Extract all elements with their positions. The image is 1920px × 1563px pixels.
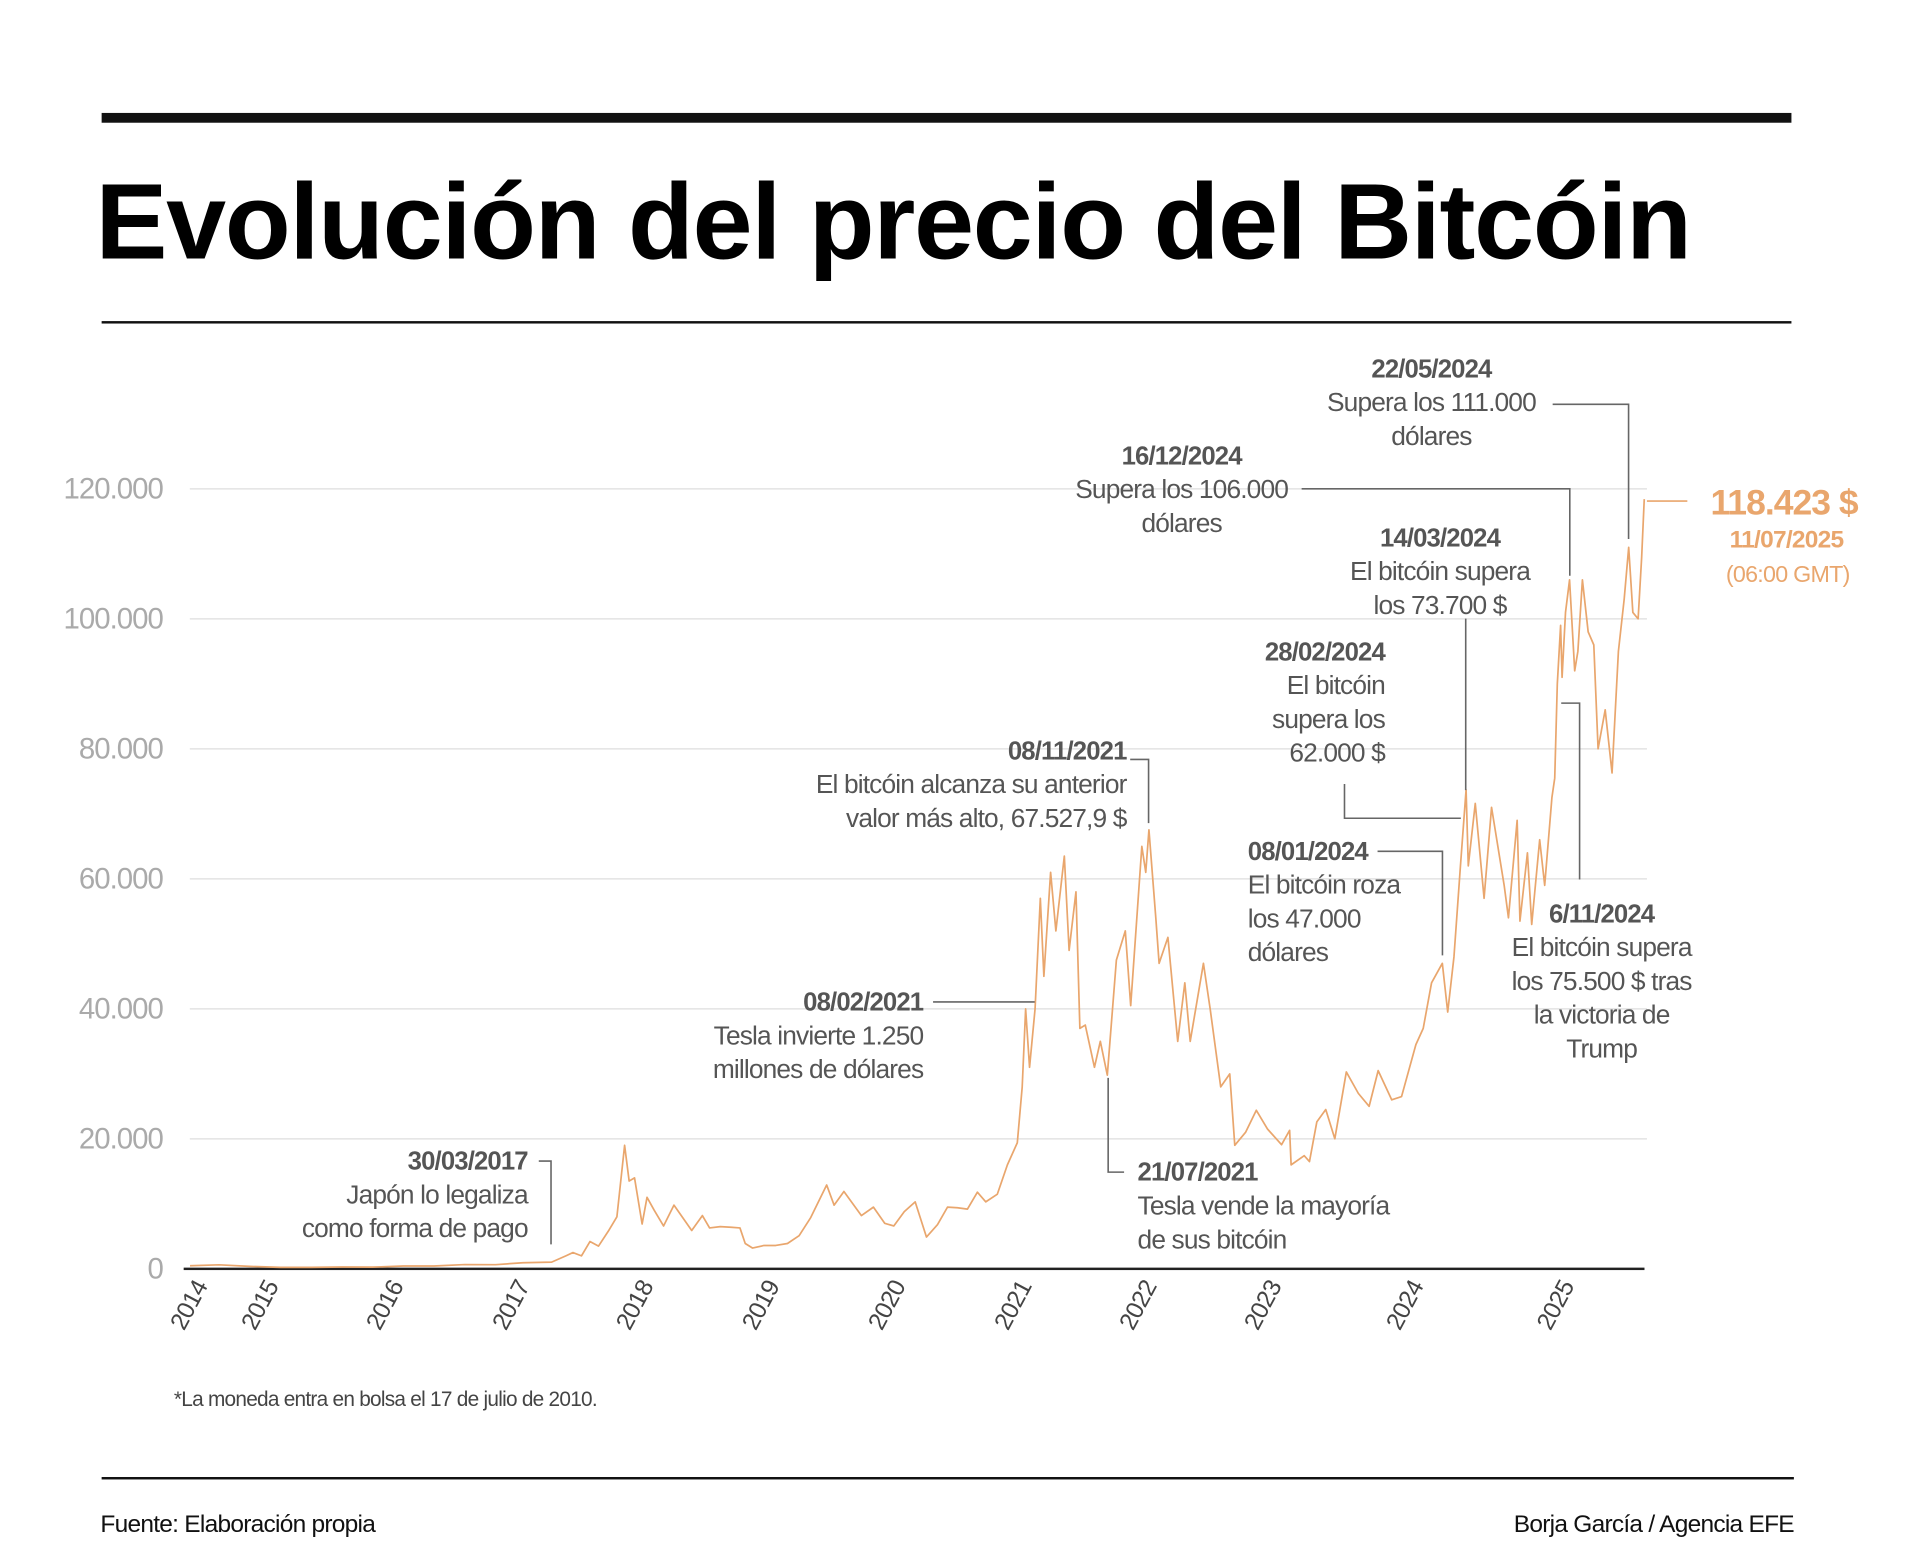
y-tick-label: 80.000 xyxy=(79,733,164,766)
y-tick-label: 60.000 xyxy=(79,863,164,896)
x-tick-label: 2024 xyxy=(1381,1276,1429,1334)
annotation-date: 28/02/2024 xyxy=(1265,638,1387,666)
credit-text: Borja García / Agencia EFE xyxy=(1514,1511,1795,1538)
annotation: 21/07/2021 Tesla vende la mayoría de sus b… xyxy=(1107,1077,1391,1254)
y-tick-label: 120.000 xyxy=(64,473,164,506)
annotation-text: Tesla vende la mayoría xyxy=(1138,1190,1391,1220)
x-tick-label: 2020 xyxy=(863,1276,911,1334)
annotation: 28/02/2024 El bitcóin supera los 62.000 $ xyxy=(1265,638,1461,820)
annotation-date: 08/01/2024 xyxy=(1248,838,1370,866)
last-price-value: 118.423 $ xyxy=(1711,483,1859,523)
annotation-text: dólares xyxy=(1248,937,1329,967)
annotation-text: los 75.500 $ tras xyxy=(1512,966,1693,996)
annotation: 14/03/2024 El bitcóin supera los 73.700 $ xyxy=(1350,524,1532,791)
annotation: 08/02/2021 Tesla invierte 1.250 millones d… xyxy=(713,988,1035,1084)
annotation-text: la victoria de xyxy=(1534,1000,1670,1030)
annotation-text: Tesla invierte 1.250 xyxy=(714,1020,924,1050)
annotation-connector xyxy=(538,1160,552,1245)
annotation: 08/11/2021 El bitcóin alcanza su anterior… xyxy=(816,737,1150,833)
source-text: Fuente: Elaboración propia xyxy=(100,1511,376,1538)
annotation-connector xyxy=(1343,783,1461,820)
annotation-date: 22/05/2024 xyxy=(1371,355,1493,383)
annotation-connector xyxy=(1561,702,1581,880)
annotations: 30/03/2017 Japón lo legaliza como forma de… xyxy=(302,355,1694,1254)
title-rule xyxy=(101,321,1792,324)
annotation-text: valor más alto, 67.527,9 $ xyxy=(846,803,1128,833)
x-tick-label: 2022 xyxy=(1114,1276,1162,1334)
annotation-connector xyxy=(1107,1077,1125,1173)
x-tick-label: 2018 xyxy=(611,1276,659,1334)
footer-rule xyxy=(101,1477,1794,1480)
y-tick-label: 20.000 xyxy=(79,1123,164,1156)
annotation-text: dólares xyxy=(1391,421,1472,451)
gridlines xyxy=(189,488,1647,1140)
annotation-text: los 73.700 $ xyxy=(1373,590,1507,620)
annotation-date: 08/02/2021 xyxy=(803,988,924,1016)
annotation-text: de sus bitcóin xyxy=(1138,1224,1287,1254)
x-axis-line xyxy=(183,1267,1645,1271)
annotation: 6/11/2024 El bitcóin supera los 75.500 $ t… xyxy=(1512,702,1694,1064)
annotation-connector xyxy=(1552,403,1630,540)
annotation-date: 14/03/2024 xyxy=(1380,524,1502,552)
x-tick-label: 2014 xyxy=(165,1276,213,1334)
annotation-date: 08/11/2021 xyxy=(1008,737,1127,765)
annotation-text: El bitcóin roza xyxy=(1248,870,1402,900)
annotation-date: 16/12/2024 xyxy=(1122,442,1244,470)
last-price-time: (06:00 GMT) xyxy=(1726,561,1850,587)
last-price-date: 11/07/2025 xyxy=(1730,527,1844,554)
x-tick-label: 2021 xyxy=(990,1276,1038,1334)
annotation-text: como forma de pago xyxy=(302,1213,528,1243)
annotation-text: 62.000 $ xyxy=(1289,738,1386,768)
y-tick-label: 40.000 xyxy=(79,993,164,1026)
annotation-text: Supera los 106.000 xyxy=(1075,474,1288,504)
x-tick-label: 2019 xyxy=(737,1276,785,1334)
annotation-date: 30/03/2017 xyxy=(408,1148,529,1176)
annotation-text: dólares xyxy=(1141,508,1222,538)
x-tick-label: 2025 xyxy=(1532,1276,1580,1334)
last-price-callout: 118.423 $ 11/07/2025 (06:00 GMT) xyxy=(1646,483,1860,587)
y-axis-ticks: 0 20.000 40.000 60.000 80.000 100.000 120.000 xyxy=(64,473,165,1286)
price-series-line xyxy=(190,499,1646,1269)
annotation-connector xyxy=(1301,488,1571,576)
annotation-date: 21/07/2021 xyxy=(1138,1159,1259,1187)
annotation-date: 6/11/2024 xyxy=(1549,900,1656,928)
x-tick-label: 2017 xyxy=(487,1276,535,1334)
annotation: 30/03/2017 Japón lo legaliza como forma de… xyxy=(302,1148,552,1245)
footnote: *La moneda entra en bolsa el 17 de julio… xyxy=(174,1388,597,1411)
x-axis-ticks: 2014 2015 2016 2017 2018 2019 2020 2021 2022 2023… xyxy=(165,1276,1580,1334)
annotation-text: millones de dólares xyxy=(713,1054,924,1084)
annotation-connector xyxy=(1130,758,1150,824)
annotation-text: El bitcóin supera xyxy=(1512,932,1693,962)
y-tick-label: 0 xyxy=(147,1253,163,1286)
annotation-text: Japón lo legaliza xyxy=(346,1179,529,1209)
x-tick-label: 2015 xyxy=(236,1276,284,1334)
x-tick-label: 2016 xyxy=(361,1276,409,1334)
annotation: 22/05/2024 Supera los 111.000 dólares xyxy=(1327,355,1630,540)
annotation-text: El bitcóin xyxy=(1287,670,1385,700)
annotation-connector xyxy=(1377,850,1444,956)
annotation-text: El bitcóin alcanza su anterior xyxy=(816,769,1128,799)
annotation-text: los 47.000 xyxy=(1248,903,1361,933)
annotation-text: Supera los 111.000 xyxy=(1327,387,1536,417)
annotation-text: El bitcóin supera xyxy=(1350,556,1531,586)
y-tick-label: 100.000 xyxy=(64,603,164,636)
annotation: 16/12/2024 Supera los 106.000 dólares xyxy=(1075,442,1571,576)
annotation-text: Trump xyxy=(1566,1034,1637,1064)
page-title: Evolución del precio del Bitcóin xyxy=(96,161,1691,282)
x-tick-label: 2023 xyxy=(1239,1276,1287,1334)
annotation-text: supera los xyxy=(1272,704,1386,734)
top-rule xyxy=(101,112,1792,123)
